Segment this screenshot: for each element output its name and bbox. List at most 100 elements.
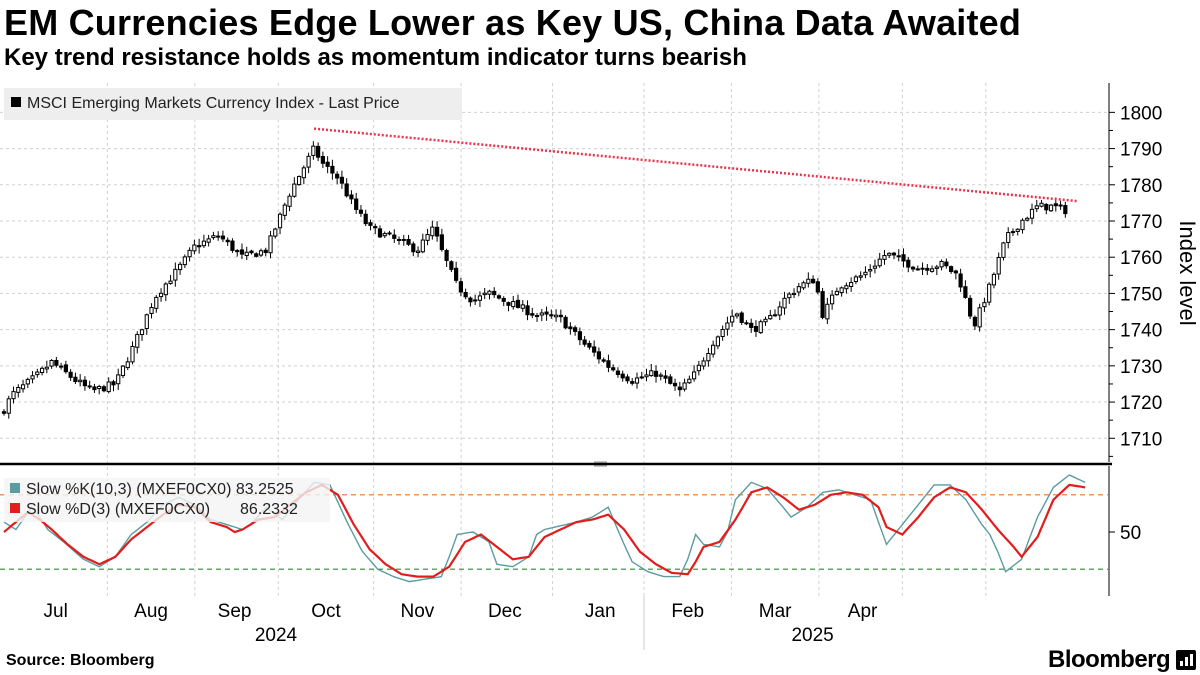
candle <box>573 325 578 336</box>
candle <box>1039 200 1044 208</box>
candle <box>235 249 240 257</box>
candle <box>44 360 49 374</box>
horizontal-gridlines <box>0 111 1108 439</box>
candle <box>311 141 316 160</box>
candle <box>1058 200 1063 210</box>
candle <box>439 228 444 252</box>
candle <box>296 175 302 186</box>
candle <box>163 282 168 302</box>
candle <box>87 380 92 390</box>
candle <box>1025 216 1030 222</box>
candle <box>972 315 977 330</box>
candle <box>287 193 292 212</box>
candle <box>706 347 711 367</box>
candle <box>211 231 216 240</box>
candle <box>996 252 1001 280</box>
candle <box>939 259 944 271</box>
candle <box>649 363 654 377</box>
candle <box>672 378 678 391</box>
candle <box>944 258 949 269</box>
candle <box>30 370 35 384</box>
candle <box>877 252 882 268</box>
candle <box>687 375 692 384</box>
candle <box>496 294 502 300</box>
candle <box>758 319 763 334</box>
candle <box>953 269 958 280</box>
candle <box>730 309 735 327</box>
candle <box>92 383 97 393</box>
candle <box>54 356 59 368</box>
candle <box>263 247 268 257</box>
candle <box>806 272 811 288</box>
candle <box>406 234 411 246</box>
candle <box>720 325 725 341</box>
candle <box>606 354 611 373</box>
candle <box>158 288 164 302</box>
candle <box>777 301 782 321</box>
slow-d-swatch <box>10 503 20 513</box>
candle <box>1044 203 1049 215</box>
candle <box>173 262 178 287</box>
candle <box>344 178 349 198</box>
legend-box <box>4 88 462 120</box>
candle <box>16 384 21 398</box>
candle <box>230 238 235 253</box>
candle <box>216 231 221 241</box>
candle <box>506 301 511 312</box>
y-axis-label: Index level <box>1175 220 1200 325</box>
legend-swatch <box>11 97 21 107</box>
candle <box>539 309 544 322</box>
candle <box>596 347 602 364</box>
candle <box>839 286 844 297</box>
candle <box>1006 227 1011 249</box>
candle <box>487 289 492 300</box>
candle <box>97 384 102 395</box>
candle <box>925 264 930 276</box>
candle <box>615 367 621 378</box>
candle <box>377 225 383 239</box>
price-tick-label: 1730 <box>1120 357 1162 378</box>
candle <box>558 309 563 323</box>
candle <box>920 262 925 275</box>
candle <box>682 378 687 392</box>
candle <box>39 366 45 376</box>
candle <box>863 266 868 279</box>
candle <box>987 282 992 306</box>
candle <box>177 261 183 275</box>
candle <box>63 360 68 374</box>
candlestick-series <box>1 141 1068 419</box>
candle <box>834 287 839 296</box>
candle <box>35 368 40 378</box>
candle <box>796 282 801 297</box>
candle <box>392 229 397 243</box>
price-tick-label: 1800 <box>1120 103 1162 124</box>
candle <box>1010 228 1016 236</box>
month-label: Sep <box>218 601 252 622</box>
candle <box>715 335 720 350</box>
candle <box>791 288 797 299</box>
candle <box>444 248 449 268</box>
candle <box>1029 203 1035 225</box>
price-tick-label: 1760 <box>1120 248 1162 269</box>
candle <box>968 295 973 320</box>
year-label: 2024 <box>255 625 298 646</box>
month-label: Nov <box>401 601 435 622</box>
candle <box>225 237 230 246</box>
candle <box>830 290 835 310</box>
candle <box>82 376 88 391</box>
candle <box>882 249 887 265</box>
candle <box>273 227 278 239</box>
candle <box>1001 241 1006 261</box>
candle <box>568 322 573 335</box>
panel-resize-handle[interactable] <box>594 461 607 467</box>
candle <box>658 372 663 381</box>
candle <box>525 300 530 321</box>
candle <box>1015 228 1020 236</box>
chart-title: EM Currencies Edge Lower as Key US, Chin… <box>4 2 1022 43</box>
price-tick-label: 1780 <box>1120 176 1162 197</box>
legend-label: MSCI Emerging Markets Currency Index - L… <box>27 95 400 112</box>
candle <box>544 306 549 321</box>
candle <box>849 277 854 292</box>
candle <box>363 209 368 227</box>
month-label: Oct <box>311 601 341 622</box>
